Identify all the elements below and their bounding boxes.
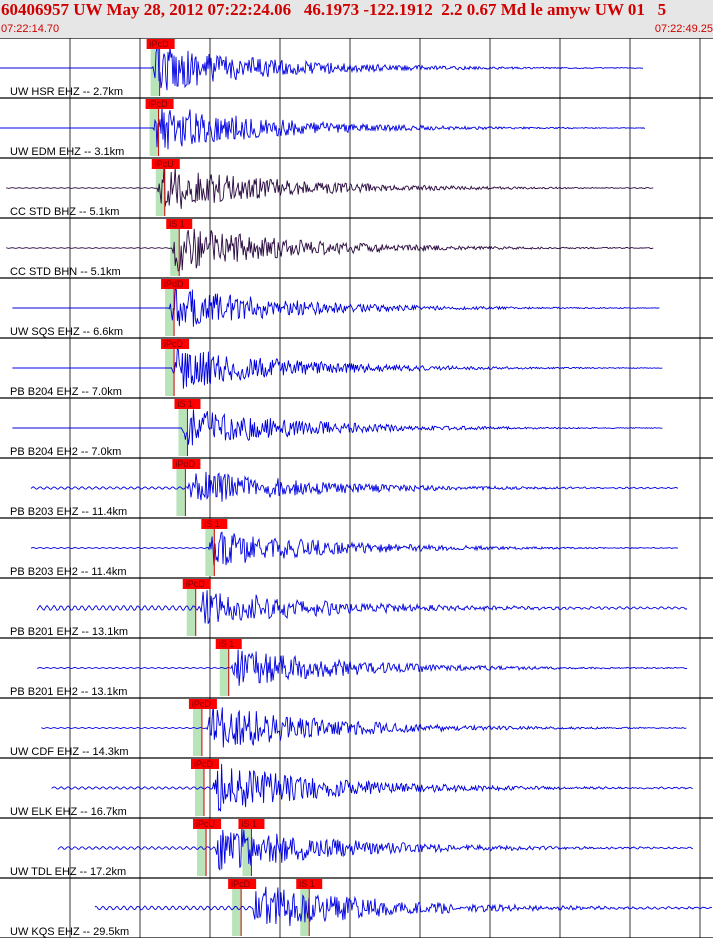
waveform-trace (36, 649, 688, 686)
pick-window (242, 820, 252, 876)
p-pick-flag (161, 279, 190, 289)
station-label: CC STD BHZ -- 5.1km (10, 206, 119, 218)
trace-row: iPcD UW ELK EHZ -- 16.7km (10, 759, 693, 818)
waveform-trace (30, 531, 679, 566)
p-pick-flag (146, 39, 175, 49)
waveform-trace (30, 471, 679, 502)
trace-row: iS 1 CC STD BHN -- 5.1km (6, 219, 654, 278)
trace-row: iPdD UW SQS EHZ -- 6.6km (10, 279, 660, 338)
station-label: UW ELK EHZ -- 16.7km (10, 806, 127, 818)
start-time-label: 07:22:14.70 (1, 23, 60, 35)
s-pick-flag (166, 219, 193, 229)
s-pick-flag (238, 819, 265, 829)
station-label: UW HSR EHZ -- 2.7km (10, 86, 123, 98)
trace-row: iPcD UW CDF EHZ -- 14.3km (10, 699, 687, 758)
station-label: CC STD BHN -- 5.1km (10, 266, 121, 278)
s-pick-label: iS 1 (169, 219, 185, 229)
pick-window (155, 160, 165, 216)
trace-row: iPcD iS 1 UW KQS EHZ -- 29.5km (10, 879, 713, 938)
p-pick-flag (145, 99, 174, 109)
waveform-trace (51, 763, 693, 812)
s-pick-label: iS 1 (177, 399, 193, 409)
pick-window (197, 820, 207, 876)
p-pick-label: iPdD (164, 279, 184, 289)
station-label: UW SQS EHZ -- 6.6km (10, 326, 123, 338)
waveform-trace (0, 45, 644, 91)
event-title: 60406957 UW May 28, 2012 07:22:24.06 46.… (1, 0, 667, 19)
p-pick-label: iPcD (194, 759, 214, 769)
p-pick-flag (172, 459, 201, 469)
waveform-trace (12, 409, 663, 446)
p-pick-label: iPcU (155, 159, 174, 169)
station-label: PB B203 EH2 -- 11.4km (10, 566, 127, 578)
waveform-trace (94, 886, 713, 927)
p-pick-flag (193, 819, 222, 829)
p-pick-label: iPcD (186, 579, 206, 589)
p-pick-label: iPcD (231, 879, 251, 889)
p-pick-flag (228, 879, 257, 889)
p-pick-flag (190, 759, 219, 769)
s-pick-flag (296, 879, 323, 889)
pick-window (176, 460, 186, 516)
trace-row: iS 1 PB B201 EH2 -- 13.1km (10, 639, 688, 698)
pick-window (232, 880, 242, 936)
trace-row: iS 1 PB B203 EH2 -- 11.4km (10, 519, 679, 578)
header-bar: 60406957 UW May 28, 2012 07:22:24.06 46.… (0, 0, 713, 38)
station-label: PB B201 EHZ -- 13.1km (10, 626, 128, 638)
trace-row: iPdD PB B203 EHZ -- 11.4km (10, 459, 679, 518)
trace-row: iPcU CC STD BHZ -- 5.1km (6, 159, 654, 218)
trace-row: iS 1 PB B204 EH2 -- 7.0km (10, 399, 663, 458)
trace-row: iPcU iS 1 UW TDL EHZ -- 17.2km (10, 819, 694, 878)
p-pick-label: iPcD (150, 39, 170, 49)
waveform-trace (12, 346, 663, 389)
p-pick-flag (161, 339, 190, 349)
station-label: PB B204 EH2 -- 7.0km (10, 446, 121, 458)
s-pick-flag (201, 519, 228, 529)
station-label: UW EDM EHZ -- 3.1km (10, 146, 124, 158)
p-pick-flag (151, 159, 180, 169)
waveform-trace (41, 704, 687, 748)
pick-window (205, 520, 215, 576)
s-pick-label: iS 1 (219, 639, 235, 649)
station-label: PB B203 EHZ -- 11.4km (10, 506, 127, 518)
station-label: UW KQS EHZ -- 29.5km (10, 926, 129, 938)
p-pick-label: iPdD (175, 459, 195, 469)
station-label: UW TDL EHZ -- 17.2km (10, 866, 126, 878)
waveform-trace (12, 287, 660, 327)
p-pick-label: iPcD (192, 699, 212, 709)
trace-row: iPcD PB B204 EHZ -- 7.0km (10, 339, 663, 398)
pick-window (186, 580, 196, 636)
station-label: PB B204 EHZ -- 7.0km (10, 386, 122, 398)
p-pick-flag (182, 579, 211, 589)
end-time-label: 07:22:49.25 (654, 23, 713, 35)
p-pick-label: iPcU (196, 819, 215, 829)
p-pick-label: iPcD (149, 99, 169, 109)
trace-row: iPcD UW EDM EHZ -- 3.1km (0, 99, 646, 158)
trace-rows: iPcD UW HSR EHZ -- 2.7km iPcD UW EDM EHZ --… (0, 39, 713, 938)
seismogram-plot: iPcD UW HSR EHZ -- 2.7km iPcD UW EDM EHZ --… (0, 38, 713, 938)
pick-window (178, 400, 188, 456)
trace-row: iPcD PB B201 EHZ -- 13.1km (10, 579, 688, 638)
s-pick-label: iS 1 (241, 819, 257, 829)
s-pick-flag (215, 639, 242, 649)
waveform-trace (36, 590, 688, 624)
station-label: PB B201 EH2 -- 13.1km (10, 686, 127, 698)
trace-row: iPcD UW HSR EHZ -- 2.7km (0, 39, 644, 98)
waveform-trace (6, 164, 654, 209)
s-pick-label: iS 1 (299, 879, 315, 889)
p-pick-label: iPcD (164, 339, 184, 349)
waveform-trace (0, 106, 646, 150)
s-pick-flag (174, 399, 201, 409)
waveform-trace (6, 228, 654, 272)
p-pick-flag (188, 699, 217, 709)
s-pick-label: iS 1 (204, 519, 220, 529)
waveform-trace (57, 827, 694, 872)
station-label: UW CDF EHZ -- 14.3km (10, 746, 129, 758)
